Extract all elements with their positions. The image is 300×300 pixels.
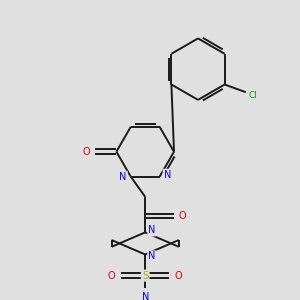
Text: O: O	[175, 271, 183, 281]
Text: O: O	[108, 271, 116, 281]
Text: S: S	[142, 271, 148, 281]
Text: Cl: Cl	[249, 91, 258, 100]
Text: N: N	[164, 170, 171, 180]
Text: N: N	[142, 292, 149, 300]
Text: O: O	[179, 211, 187, 221]
Text: N: N	[119, 172, 127, 182]
Text: N: N	[148, 226, 156, 236]
Text: N: N	[148, 251, 156, 261]
Text: O: O	[83, 147, 90, 157]
